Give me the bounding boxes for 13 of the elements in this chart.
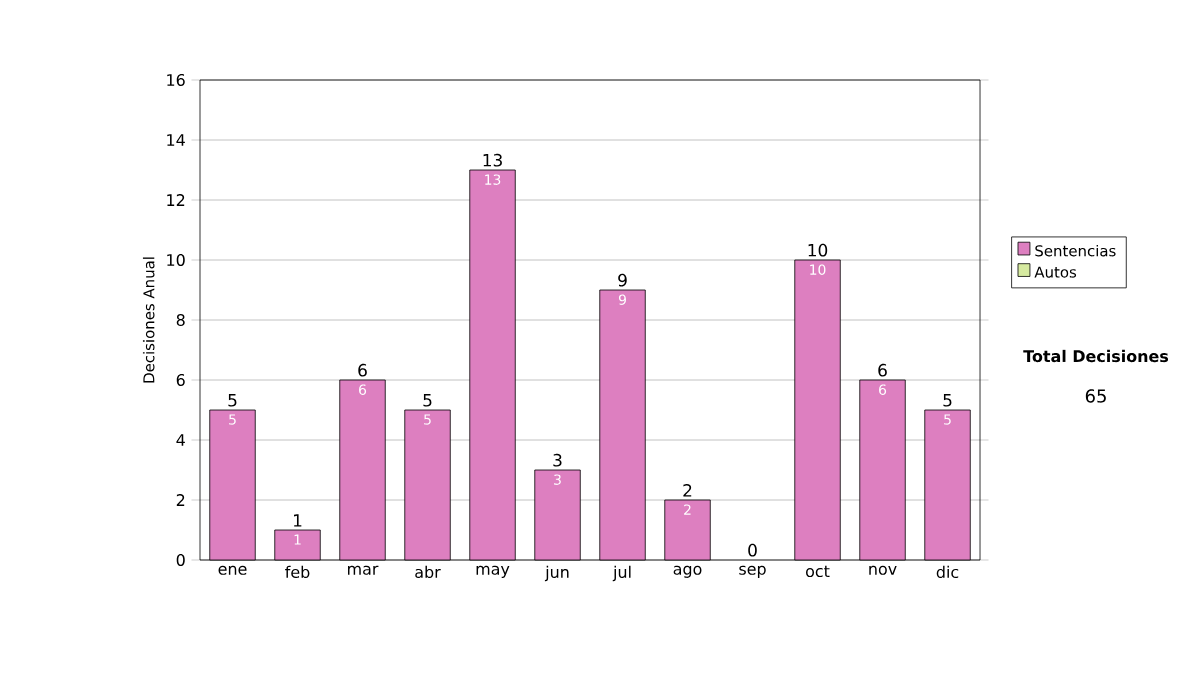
total-label: 5 [228, 394, 237, 407]
total-label: 1 [294, 514, 302, 527]
total-label: 6 [358, 363, 367, 377]
total-label: 6 [878, 363, 887, 377]
total-label: 3 [553, 453, 562, 467]
total-label: 10 [808, 243, 828, 257]
total-label: 5 [423, 394, 432, 407]
total-label: 5 [943, 394, 952, 407]
text: 65 [1085, 389, 1106, 403]
total-label: 0 [748, 543, 757, 557]
total-label: 13 [483, 153, 502, 167]
total-label: 2 [683, 484, 692, 497]
total-label: 9 [618, 273, 627, 287]
